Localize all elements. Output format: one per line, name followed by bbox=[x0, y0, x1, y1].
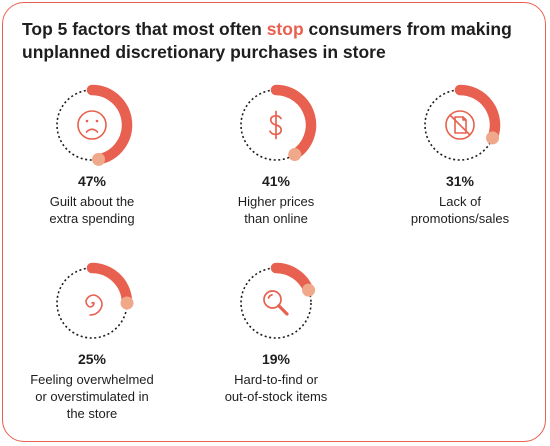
factor-item: 47% Guilt about the extra spending bbox=[17, 84, 167, 227]
title-text-start: Top 5 factors that most often bbox=[22, 19, 267, 39]
sad-face-icon bbox=[77, 110, 107, 140]
factor-label: Hard-to-find or out-of-stock items bbox=[224, 372, 328, 404]
dollar-sign-icon bbox=[269, 110, 283, 140]
factor-label: Higher prices than online bbox=[237, 194, 315, 226]
arc-end-dot bbox=[120, 296, 134, 310]
value-arc bbox=[86, 84, 133, 165]
factor-label: Guilt about the extra spending bbox=[49, 194, 135, 226]
value-label: 31% bbox=[445, 173, 475, 189]
factor-item: 31% Lack of promotions/sales bbox=[385, 84, 535, 227]
spiral-icon bbox=[85, 294, 103, 316]
radial-progress bbox=[56, 84, 133, 166]
factor-item: 25% Feeling overwhelmed or overstimulate… bbox=[17, 262, 167, 422]
title-highlight: stop bbox=[266, 19, 304, 39]
factor-label: Feeling overwhelmed or overstimulated in… bbox=[30, 372, 154, 421]
infographic-card bbox=[2, 2, 546, 442]
radial-progress bbox=[56, 262, 134, 339]
magnifier-icon bbox=[263, 290, 289, 316]
factor-item: 41% Higher prices than online bbox=[201, 84, 351, 227]
remaining-dotted-ring bbox=[240, 267, 312, 339]
value-label: 47% bbox=[77, 173, 107, 189]
chart-title: Top 5 factors that most often stop consu… bbox=[22, 18, 532, 64]
arc-end-dot bbox=[92, 152, 106, 166]
value-label: 25% bbox=[77, 351, 107, 367]
radial-progress bbox=[240, 262, 316, 339]
factor-item: 19% Hard-to-find or out-of-stock items bbox=[201, 262, 351, 405]
value-label: 19% bbox=[261, 351, 291, 367]
factor-label: Lack of promotions/sales bbox=[410, 194, 510, 226]
value-label: 41% bbox=[261, 173, 291, 189]
arc-end-dot bbox=[288, 148, 302, 162]
radial-progress bbox=[424, 84, 501, 161]
value-arc bbox=[270, 84, 317, 160]
value-arc bbox=[86, 262, 133, 309]
radial-progress bbox=[240, 84, 317, 162]
arc-end-dot bbox=[302, 283, 316, 297]
title-text-end: consumers from making unplanned discreti… bbox=[22, 19, 512, 62]
arc-end-dot bbox=[486, 131, 500, 145]
value-arc bbox=[454, 84, 501, 144]
no-coupon-icon bbox=[445, 110, 475, 140]
